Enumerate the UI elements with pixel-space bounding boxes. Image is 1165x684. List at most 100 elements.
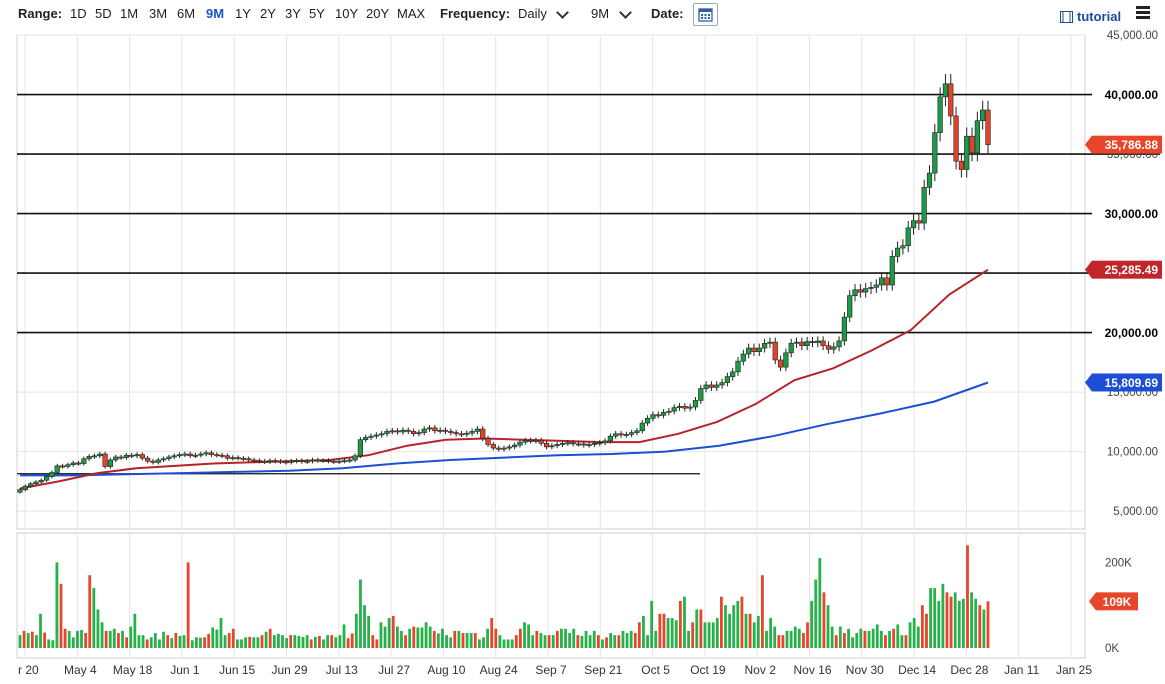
volume-bar xyxy=(199,637,202,648)
volume-bar xyxy=(933,588,937,648)
volume-tick-label: 200K xyxy=(1105,557,1132,569)
volume-bar xyxy=(802,633,805,648)
volume-bar xyxy=(354,613,358,648)
volume-bar xyxy=(96,609,100,648)
volume-bar xyxy=(129,626,133,648)
candle-body xyxy=(607,435,613,442)
range-9m[interactable]: 9M xyxy=(206,6,225,21)
range-1d[interactable]: 1D xyxy=(70,6,87,21)
price-tag-arrow xyxy=(1085,260,1092,279)
y-tick-label: 45,000.00 xyxy=(1107,30,1158,42)
volume-bar xyxy=(629,630,633,648)
candle-body xyxy=(650,414,656,419)
range-5d[interactable]: 5D xyxy=(95,6,112,21)
frequency-select[interactable]: Daily xyxy=(518,6,547,21)
volume-bar xyxy=(170,638,174,648)
range-1y[interactable]: 1Y xyxy=(235,6,251,21)
volume-bar xyxy=(449,637,453,648)
range-3y[interactable]: 3Y xyxy=(285,6,301,21)
candle-body xyxy=(777,359,784,368)
volume-bar xyxy=(568,633,572,648)
volume-bar xyxy=(71,637,75,648)
range-20y[interactable]: 20Y xyxy=(366,6,390,21)
tutorial-link[interactable]: tutorial xyxy=(1077,9,1122,24)
candle-body xyxy=(43,476,50,481)
candle-body xyxy=(873,284,879,288)
volume-bar xyxy=(580,636,584,648)
frequency-label: Frequency: xyxy=(440,6,511,21)
range-1m[interactable]: 1M xyxy=(120,6,139,21)
volume-bar xyxy=(482,637,485,648)
candle-body xyxy=(746,347,752,355)
candle-body xyxy=(368,435,374,438)
candle-body xyxy=(543,442,550,448)
candle-body xyxy=(517,441,523,446)
x-tick-label: Jun 1 xyxy=(170,663,200,677)
candle-body xyxy=(469,431,475,434)
y-tick-label: 5,000.00 xyxy=(1113,506,1158,518)
volume-bar xyxy=(519,628,522,648)
volume-bar xyxy=(104,630,108,648)
candle-body xyxy=(575,443,582,446)
volume-bar xyxy=(211,627,215,648)
volume-bar xyxy=(510,639,514,648)
calendar-button[interactable] xyxy=(693,3,718,26)
candle-body xyxy=(506,446,512,449)
candle-body xyxy=(192,454,199,457)
volume-bar xyxy=(576,635,580,648)
price-tag xyxy=(1092,373,1162,392)
volume-bar xyxy=(297,636,301,648)
volume-tick-label: 0K xyxy=(1105,643,1119,655)
range-5y[interactable]: 5Y xyxy=(309,6,325,21)
volume-bar xyxy=(781,635,785,648)
volume-bar xyxy=(305,635,309,648)
volume-bar xyxy=(769,618,773,648)
candle-body xyxy=(916,220,922,224)
volume-bar xyxy=(683,596,686,648)
volume-bar xyxy=(486,628,489,648)
hamburger-menu-icon[interactable] xyxy=(1136,6,1150,20)
candle-body xyxy=(246,458,252,461)
candle-body xyxy=(953,115,959,162)
candle-body xyxy=(123,454,129,458)
volume-bar xyxy=(777,635,781,648)
volume-bar xyxy=(244,637,247,648)
candle-body xyxy=(320,460,326,463)
volume-bar xyxy=(564,628,567,648)
range-10y[interactable]: 10Y xyxy=(335,6,359,21)
volume-bar xyxy=(916,626,920,648)
candle-body xyxy=(623,434,629,436)
volume-bar xyxy=(871,628,875,648)
candle-body xyxy=(655,414,661,417)
volume-bar xyxy=(145,639,149,648)
price-tag xyxy=(1092,204,1162,223)
volume-bar xyxy=(268,628,272,648)
x-tick-label: Jan 25 xyxy=(1056,663,1092,677)
x-tick-label: Sep 7 xyxy=(535,663,567,677)
volume-bar xyxy=(223,635,227,648)
candle-body xyxy=(442,429,449,432)
volume-bar xyxy=(272,635,276,648)
volume-bar xyxy=(215,629,219,648)
candle-body xyxy=(262,460,268,463)
range-3m[interactable]: 3M xyxy=(149,6,168,21)
volume-bar xyxy=(978,605,982,648)
volume-bar xyxy=(100,622,104,648)
candle-body xyxy=(767,341,773,344)
volume-bar xyxy=(736,600,740,648)
period-select[interactable]: 9M xyxy=(591,6,610,21)
candle-body xyxy=(857,289,863,293)
range-6m[interactable]: 6M xyxy=(177,6,196,21)
candle-body xyxy=(618,433,624,436)
volume-bar xyxy=(912,618,916,648)
volume-bar xyxy=(80,630,83,648)
price-tag-label: 35,786.88 xyxy=(1105,138,1159,152)
x-tick-label: Dec 14 xyxy=(898,663,936,677)
range-2y[interactable]: 2Y xyxy=(260,6,276,21)
volume-bar xyxy=(974,598,978,648)
range-max[interactable]: MAX xyxy=(397,6,426,21)
candle-body xyxy=(341,460,348,463)
volume-bar xyxy=(149,637,153,648)
candle-body xyxy=(432,427,438,432)
volume-bar xyxy=(678,600,682,648)
